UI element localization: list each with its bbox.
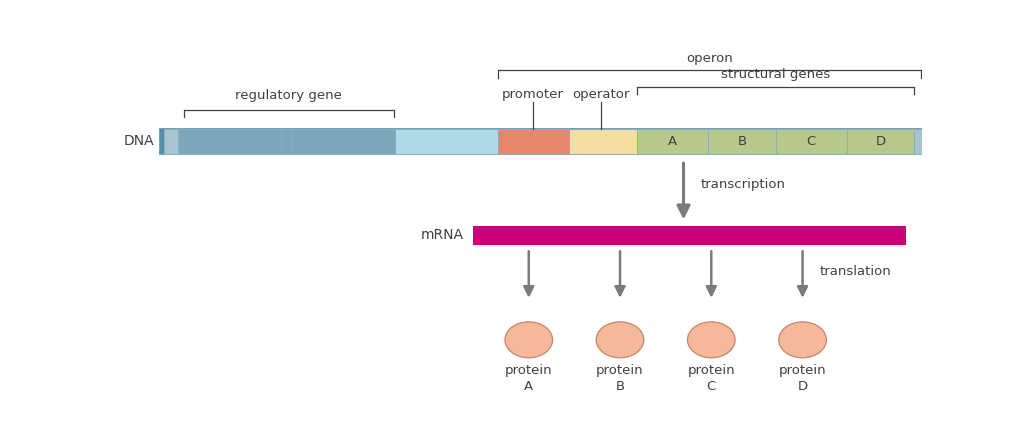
- Bar: [637, 129, 709, 154]
- Text: protein
D: protein D: [778, 364, 826, 393]
- Bar: [178, 129, 282, 154]
- Text: translation: translation: [820, 265, 892, 278]
- Ellipse shape: [687, 322, 735, 358]
- Bar: [164, 129, 178, 154]
- Bar: [709, 129, 775, 154]
- Text: DNA: DNA: [124, 134, 155, 148]
- Text: regulatory gene: regulatory gene: [236, 89, 342, 103]
- Bar: [914, 129, 932, 154]
- Bar: [160, 129, 934, 154]
- Text: operator: operator: [572, 89, 630, 101]
- Bar: [498, 129, 569, 154]
- Text: C: C: [807, 135, 816, 148]
- Text: protein
A: protein A: [505, 364, 553, 393]
- Ellipse shape: [778, 322, 826, 358]
- Text: structural genes: structural genes: [721, 68, 830, 81]
- Bar: [473, 226, 905, 245]
- Bar: [569, 129, 637, 154]
- Bar: [282, 129, 292, 154]
- Bar: [847, 129, 914, 154]
- Text: promoter: promoter: [502, 89, 563, 101]
- Bar: [775, 129, 847, 154]
- Text: protein
B: protein B: [596, 364, 644, 393]
- Bar: [394, 129, 498, 154]
- Text: D: D: [876, 135, 886, 148]
- Text: operon: operon: [686, 52, 733, 64]
- Ellipse shape: [596, 322, 644, 358]
- Text: transcription: transcription: [701, 178, 786, 191]
- Ellipse shape: [505, 322, 553, 358]
- Text: B: B: [737, 135, 746, 148]
- Text: A: A: [668, 135, 677, 148]
- Bar: [292, 129, 394, 154]
- Text: mRNA: mRNA: [421, 229, 464, 243]
- Text: protein
C: protein C: [687, 364, 735, 393]
